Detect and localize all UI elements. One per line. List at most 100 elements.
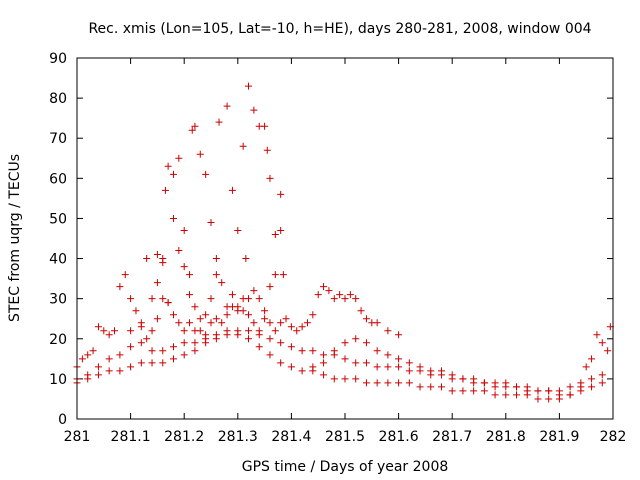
chart-title: Rec. xmis (Lon=105, Lat=-10, h=HE), days…	[88, 21, 591, 37]
data-point	[373, 379, 381, 387]
data-point	[191, 339, 199, 347]
y-tick-label: 20	[49, 332, 67, 348]
data-point	[352, 359, 360, 367]
data-point	[362, 339, 370, 347]
data-point	[196, 315, 204, 323]
data-point	[215, 118, 223, 126]
data-point	[84, 375, 92, 383]
data-point	[186, 291, 194, 299]
data-point	[234, 226, 242, 234]
y-tick-label: 90	[49, 51, 67, 67]
data-point	[480, 387, 488, 395]
data-point	[384, 379, 392, 387]
data-point	[175, 247, 183, 255]
data-point	[395, 331, 403, 339]
data-point	[298, 323, 306, 331]
data-point	[427, 383, 435, 391]
data-point	[588, 355, 596, 363]
data-point	[405, 379, 413, 387]
data-point	[545, 387, 553, 395]
data-point	[309, 347, 317, 355]
data-point	[250, 319, 258, 327]
data-point	[105, 331, 113, 339]
data-point	[180, 339, 188, 347]
data-point	[111, 327, 119, 335]
data-point	[287, 323, 295, 331]
data-point	[437, 383, 445, 391]
data-point	[416, 363, 424, 371]
series-late-arc	[309, 323, 614, 399]
data-point	[271, 271, 279, 279]
data-point	[330, 375, 338, 383]
data-point	[191, 347, 199, 355]
data-point	[84, 351, 92, 359]
data-point	[202, 311, 210, 319]
data-point	[555, 391, 563, 399]
data-point	[169, 311, 177, 319]
data-point	[459, 375, 467, 383]
data-point	[245, 335, 253, 343]
series-mid-arc	[73, 271, 403, 371]
data-point	[330, 295, 338, 303]
data-point	[395, 379, 403, 387]
data-point	[395, 355, 403, 363]
data-point	[245, 327, 253, 335]
data-point	[427, 367, 435, 375]
data-point	[277, 190, 285, 198]
data-point	[159, 359, 167, 367]
data-point	[352, 335, 360, 343]
data-point	[362, 315, 370, 323]
data-point	[212, 271, 220, 279]
data-point	[169, 355, 177, 363]
data-point	[132, 307, 140, 315]
series-peak-arc	[127, 82, 287, 335]
data-point	[250, 287, 258, 295]
data-point	[191, 122, 199, 130]
data-point	[188, 126, 196, 134]
data-point	[180, 327, 188, 335]
data-point	[180, 226, 188, 234]
data-point	[191, 303, 199, 311]
data-point	[105, 355, 113, 363]
data-point	[94, 371, 102, 379]
data-point	[320, 371, 328, 379]
data-point	[127, 363, 135, 371]
data-point	[266, 351, 274, 359]
y-tick-label: 40	[49, 252, 67, 268]
data-point	[148, 347, 156, 355]
data-point	[196, 327, 204, 335]
data-point	[298, 367, 306, 375]
data-point	[523, 391, 531, 399]
tick-labels: 281 281.1 281.2 281.3 281.4 281.5 281.6 281.7 28…	[49, 51, 626, 445]
data-point	[239, 307, 247, 315]
data-point	[298, 347, 306, 355]
data-point	[255, 331, 263, 339]
data-point	[341, 339, 349, 347]
data-point	[502, 391, 510, 399]
data-point	[320, 351, 328, 359]
x-axis-label: GPS time / Days of year 2008	[242, 459, 449, 475]
data-point	[228, 291, 236, 299]
data-point	[245, 295, 253, 303]
y-tick-label: 0	[58, 412, 67, 428]
data-point	[180, 351, 188, 359]
data-point	[137, 339, 145, 347]
data-point	[186, 319, 194, 327]
y-tick-label: 80	[49, 91, 67, 107]
data-point	[186, 271, 194, 279]
data-point	[513, 391, 521, 399]
data-point	[202, 170, 210, 178]
data-point	[137, 323, 145, 331]
axis-ticks	[76, 57, 614, 420]
data-point	[89, 347, 97, 355]
data-point	[228, 186, 236, 194]
data-point	[604, 347, 612, 355]
data-point	[245, 311, 253, 319]
data-point	[234, 303, 242, 311]
data-point	[491, 391, 499, 399]
data-point	[116, 351, 124, 359]
data-point	[277, 339, 285, 347]
data-point	[180, 263, 188, 271]
data-point	[373, 363, 381, 371]
data-point	[395, 363, 403, 371]
